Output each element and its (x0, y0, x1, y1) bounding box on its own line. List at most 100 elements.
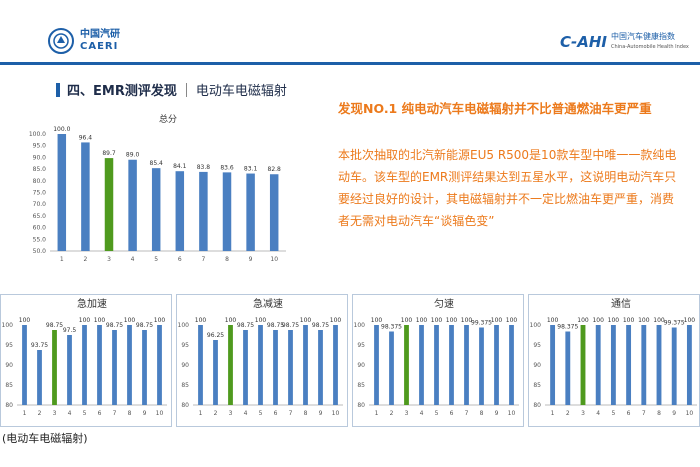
data-label: 100 (154, 317, 166, 324)
x-tick-label: 9 (672, 410, 676, 417)
x-tick-label: 4 (596, 410, 600, 417)
bar (464, 325, 469, 405)
section-title: 四、EMR测评发现 电动车电磁辐射 (56, 80, 287, 99)
data-label: 100 (684, 317, 696, 324)
chart-title: 匀速 (434, 298, 454, 310)
finding-headline: 发现NO.1 纯电动汽车电磁辐射并不比普通燃油车更严重 (338, 101, 652, 116)
y-tick-label: 60.0 (33, 225, 47, 232)
bar (222, 172, 232, 251)
x-tick-label: 8 (304, 410, 308, 417)
data-label: 100 (446, 317, 458, 324)
x-tick-label: 1 (551, 410, 555, 417)
x-tick-label: 3 (405, 410, 409, 417)
y-tick-label: 90 (533, 362, 541, 369)
y-tick-label: 100 (178, 322, 190, 329)
panel-rapid-acceleration: 急加速 80 85 90 95 100 100 1 93.75 2 98.75 3 97.5 4 100 5 1… (0, 294, 172, 427)
x-tick-label: 1 (23, 410, 27, 417)
data-label: 100 (94, 317, 106, 324)
x-tick-label: 2 (83, 256, 87, 263)
data-label: 85.4 (150, 160, 164, 167)
data-label: 100 (330, 317, 342, 324)
data-label: 97.5 (63, 327, 77, 334)
bar (199, 171, 208, 251)
section-title-text: 四、EMR测评发现 (67, 84, 177, 99)
image-caption: (电动车电磁辐射) (2, 432, 88, 445)
x-tick-label: 10 (686, 410, 694, 417)
y-tick-label: 95 (357, 342, 365, 349)
bar (686, 325, 692, 405)
data-label: 100 (608, 317, 620, 324)
x-tick-label: 3 (581, 410, 585, 417)
header-divider (0, 62, 700, 65)
y-tick-label: 85 (357, 382, 365, 389)
bar (228, 325, 233, 405)
data-label: 99.375 (471, 320, 492, 327)
x-tick-label: 9 (249, 256, 253, 263)
data-label: 93.75 (31, 342, 48, 349)
data-label: 100 (431, 317, 443, 324)
data-label: 100 (401, 317, 413, 324)
bar (595, 325, 601, 405)
data-label: 100 (19, 317, 31, 324)
bar (22, 325, 27, 405)
left-logo-cn: 中国汽研 (80, 29, 120, 40)
data-label: 100 (461, 317, 473, 324)
y-tick-label: 80 (357, 402, 365, 409)
data-label: 96.4 (79, 134, 93, 141)
x-tick-label: 2 (390, 410, 394, 417)
data-label: 100 (623, 317, 635, 324)
bar (434, 325, 439, 405)
x-tick-label: 3 (107, 256, 111, 263)
x-tick-label: 7 (289, 410, 293, 417)
right-logo-cn: 中国汽车健康指数 (610, 32, 675, 41)
data-label: 82.8 (268, 166, 282, 173)
bar (97, 325, 102, 405)
x-tick-label: 7 (113, 410, 117, 417)
right-logo-en: China-Automobile Health Index (610, 44, 689, 50)
y-tick-label: 90.0 (33, 154, 47, 161)
x-tick-label: 7 (201, 256, 205, 263)
x-tick-label: 5 (435, 410, 439, 417)
data-label: 100 (371, 317, 383, 324)
chart-title: 总分 (159, 113, 177, 125)
bar (128, 159, 137, 251)
total-score-chart-svg: 总分50.055.060.065.070.075.080.085.090.095… (29, 113, 286, 263)
y-tick-label: 70.0 (33, 201, 47, 208)
panel-communication: 通信 80 85 90 95 100 100 1 98.375 2 100 3 100 4 100 5 100 6… (528, 294, 700, 427)
data-label: 100 (577, 317, 589, 324)
data-label: 100 (638, 317, 650, 324)
bar (213, 340, 218, 405)
data-label: 100 (547, 317, 559, 324)
data-label: 100 (592, 317, 604, 324)
y-tick-label: 100 (2, 322, 14, 329)
bar (374, 325, 379, 405)
x-tick-label: 10 (156, 410, 164, 417)
x-tick-label: 8 (225, 256, 229, 263)
bar (318, 330, 323, 405)
x-tick-label: 5 (259, 410, 263, 417)
y-tick-label: 90 (181, 362, 189, 369)
y-tick-label: 50.0 (33, 248, 47, 255)
bar (656, 325, 662, 405)
bar (626, 325, 632, 405)
x-tick-label: 2 (566, 410, 570, 417)
x-tick-label: 10 (270, 256, 278, 263)
x-tick-label: 8 (128, 410, 132, 417)
data-label: 100 (491, 317, 503, 324)
constant-speed-chart-svg: 匀速80859095100100198.37521003100410051006… (354, 298, 519, 417)
bar (246, 173, 255, 251)
x-tick-label: 6 (98, 410, 102, 417)
x-tick-label: 9 (143, 410, 147, 417)
cahi-mark: C-AHI (560, 33, 607, 51)
bar (303, 325, 308, 405)
bar (127, 325, 132, 405)
section-marker (56, 82, 60, 97)
bar (112, 330, 117, 405)
data-label: 98.75 (312, 322, 329, 329)
data-label: 83.6 (220, 164, 234, 171)
bar (142, 330, 147, 405)
x-tick-label: 3 (53, 410, 57, 417)
rapid-acceleration-chart-svg: 急加速80859095100100193.75298.75397.5410051… (2, 297, 167, 417)
x-tick-label: 4 (420, 410, 424, 417)
x-tick-label: 8 (657, 410, 661, 417)
